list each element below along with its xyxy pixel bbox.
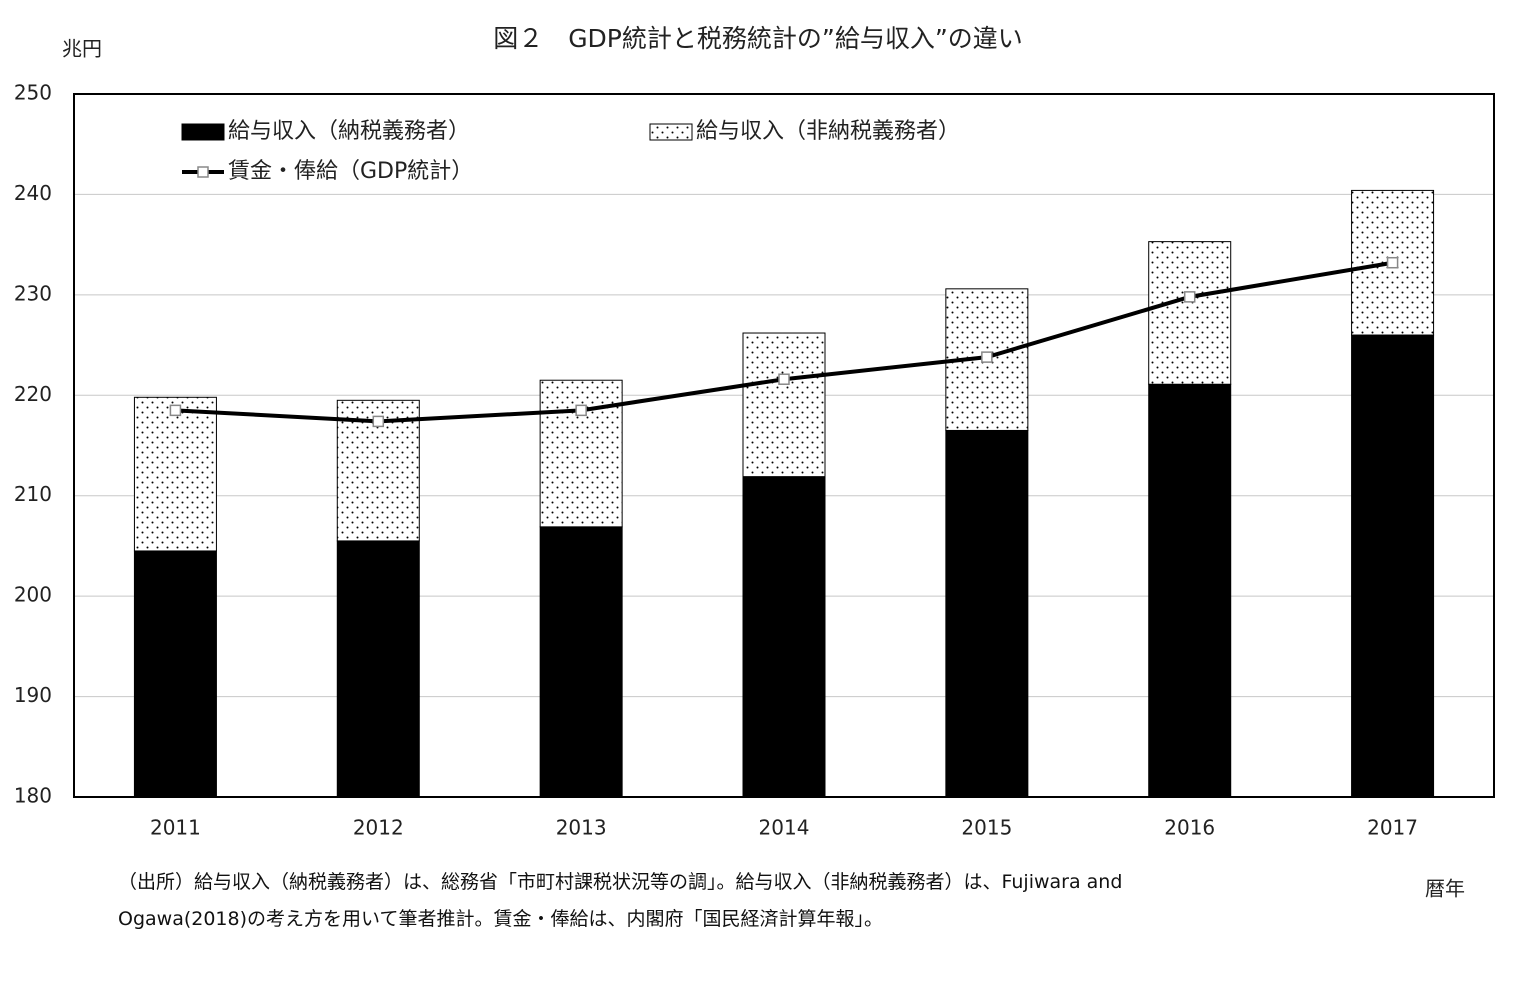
bar [539,379,623,528]
y-tick-label: 200 [14,583,52,607]
note-line: Ogawa(2018)の考え方を用いて筆者推計。賃金・俸給は、内閣府「国民経済計… [118,908,883,930]
legend-label: 賃金・俸給（GDP統計） [228,159,473,184]
bar [1148,241,1232,385]
chart-title: 図２ GDP統計と税務統計の”給与収入”の違い [493,24,1023,53]
x-tick-label: 2017 [1367,816,1418,840]
marker [372,415,385,428]
marker [169,404,182,417]
note-line: （出所）給与収入（納税義務者）は、総務省「市町村課税状況等の調」。給与収入（非納… [118,871,1123,893]
marker [1386,256,1399,269]
bar [742,476,826,798]
y-tick-label: 180 [14,784,52,808]
source-note: （出所）給与収入（納税義務者）は、総務省「市町村課税状況等の調」。給与収入（非納… [118,864,1122,938]
y-tick-label: 230 [14,281,52,305]
bar [336,540,420,798]
bar [1148,383,1232,798]
marker [981,351,993,363]
y-tick-label: 190 [14,683,52,707]
x-tick-label: 2015 [961,816,1012,840]
y-tick-label: 240 [14,181,52,205]
x-tick-label: 2016 [1164,816,1215,840]
legend-swatch [649,123,693,141]
bar [539,526,623,798]
marker [1183,291,1196,303]
x-tick-label: 2014 [759,816,810,840]
x-tick-label: 2013 [556,816,607,840]
y-tick-label: 220 [14,382,52,406]
legend-label: 給与収入（納税義務者） [228,119,470,144]
x-tick-label: 2011 [150,816,201,840]
legend-swatch [181,123,225,141]
marker [778,373,790,385]
y-axis-label: 兆円 [62,37,102,61]
bar [133,396,217,552]
x-tick-label: 2012 [353,816,404,840]
legend-swatch [197,166,209,178]
plot-border [73,93,1495,798]
legend-label: 給与収入（非納税義務者） [696,119,960,144]
bar [1351,334,1435,798]
x-axis-label: 暦年 [1425,877,1465,901]
y-tick-label: 210 [14,482,52,506]
marker [575,404,587,417]
bar [742,332,826,478]
y-tick-label: 250 [14,81,52,105]
bar [945,429,1029,798]
bar [133,550,217,798]
